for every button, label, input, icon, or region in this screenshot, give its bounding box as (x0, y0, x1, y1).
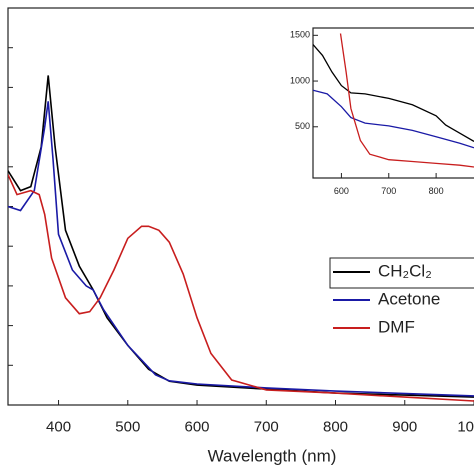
series-line (8, 174, 474, 402)
series-line (339, 33, 474, 168)
y-tick-label: 500 (295, 121, 310, 131)
x-tick-label: 600 (334, 186, 349, 196)
y-tick-label: 1500 (290, 30, 310, 40)
series-line (8, 101, 474, 397)
legend-label: DMF (378, 317, 415, 336)
x-tick-label: 700 (381, 186, 396, 196)
legend-label: Acetone (378, 289, 440, 308)
legend-box (329, 257, 474, 289)
legend-label: CH₂Cl₂ (378, 261, 432, 280)
series-line (313, 89, 474, 149)
x-tick-label: 1000 (457, 418, 474, 435)
x-tick-label: 500 (115, 418, 140, 435)
x-axis-label: Wavelength (nm) (208, 446, 337, 465)
plot-frame (312, 27, 474, 179)
x-tick-label: 800 (323, 418, 348, 435)
series-line (313, 44, 474, 142)
x-tick-label: 900 (392, 418, 417, 435)
x-tick-label: 600 (185, 418, 210, 435)
x-tick-label: 400 (46, 418, 71, 435)
y-tick-label: 1000 (290, 75, 310, 85)
x-tick-label: 700 (254, 418, 279, 435)
x-tick-label: 800 (429, 186, 444, 196)
